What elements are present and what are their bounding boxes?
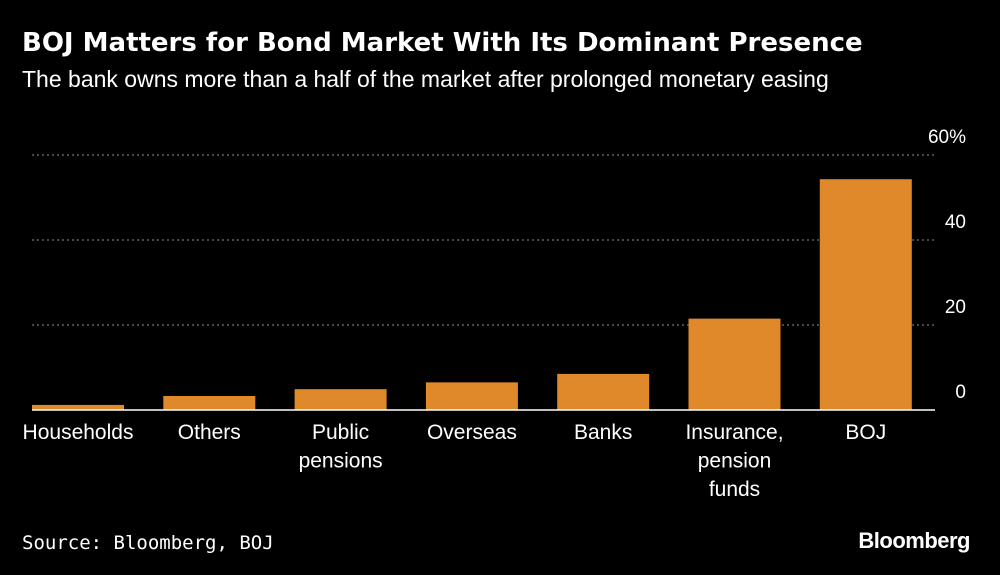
- bar: [688, 318, 781, 410]
- y-tick-label: 0: [955, 382, 966, 403]
- bar: [294, 389, 387, 410]
- bar: [425, 382, 518, 410]
- chart-title: BOJ Matters for Bond Market With Its Dom…: [22, 28, 863, 58]
- bar: [819, 179, 912, 410]
- x-tick-label: BOJ: [845, 421, 886, 444]
- x-tick-label: Others: [178, 421, 241, 444]
- bar: [557, 373, 650, 410]
- x-tick-label: Overseas: [427, 421, 517, 444]
- y-tick-label: 60%: [928, 127, 966, 148]
- x-tick-label: Banks: [574, 421, 632, 444]
- source-note: Source: Bloomberg, BOJ: [22, 532, 274, 554]
- chart-subtitle: The bank owns more than a half of the ma…: [22, 66, 829, 92]
- y-tick-label: 20: [945, 297, 966, 318]
- x-tick-label: Households: [23, 421, 134, 444]
- x-tick-label: Insurance, pension funds: [685, 421, 783, 501]
- x-tick-label: Public pensions: [299, 421, 383, 473]
- bar: [32, 404, 124, 410]
- bloomberg-logo: Bloomberg: [858, 528, 970, 553]
- bar: [163, 395, 256, 410]
- y-tick-label: 40: [945, 212, 966, 233]
